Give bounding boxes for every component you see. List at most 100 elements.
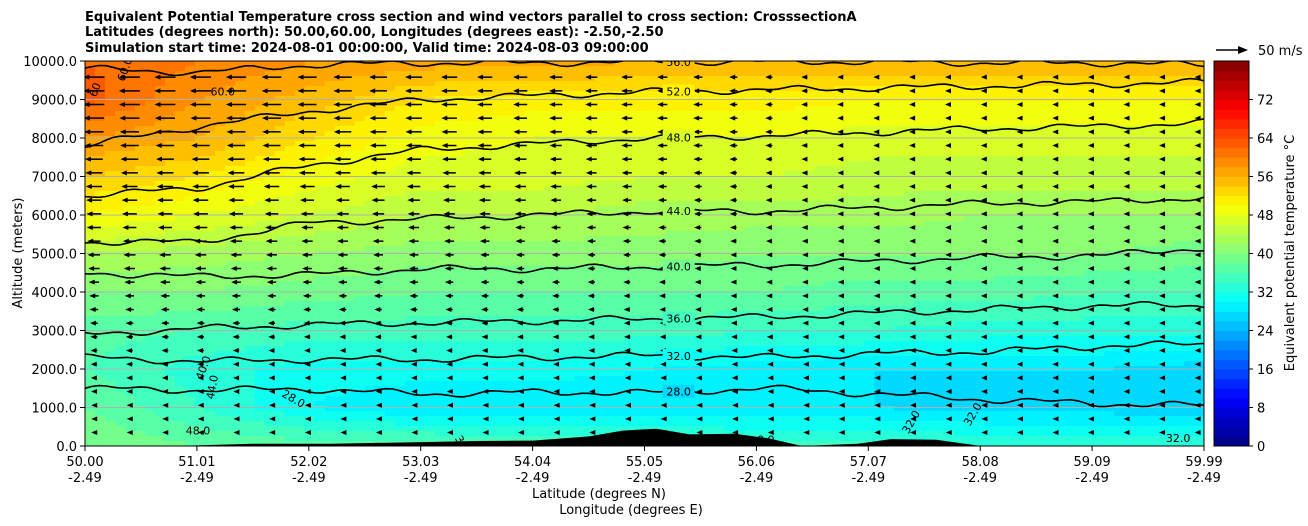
field-cell: [254, 201, 266, 207]
field-cell: [704, 271, 716, 277]
field-cell: [154, 81, 166, 87]
field-cell: [784, 136, 795, 142]
field-cell: [644, 196, 656, 202]
field-cell: [174, 121, 186, 127]
field-cell: [994, 201, 1005, 207]
field-cell: [514, 151, 526, 157]
field-cell: [974, 131, 985, 137]
field-cell: [774, 136, 785, 142]
field-cell: [834, 111, 845, 117]
field-cell: [474, 281, 486, 287]
field-cell: [174, 261, 186, 267]
field-cell: [724, 121, 736, 127]
field-cell: [314, 241, 326, 247]
field-cell: [814, 101, 825, 107]
field-cell: [524, 241, 536, 247]
field-cell: [204, 196, 216, 202]
field-cell: [804, 226, 815, 232]
field-cell: [414, 186, 426, 192]
field-cell: [744, 221, 755, 227]
field-cell: [104, 201, 116, 207]
field-cell: [684, 246, 696, 252]
field-cell: [314, 66, 326, 72]
field-cell: [674, 166, 686, 172]
field-cell: [1074, 131, 1085, 137]
field-cell: [1154, 191, 1165, 197]
field-cell: [404, 191, 416, 197]
field-cell: [134, 126, 146, 132]
field-cell: [1144, 126, 1155, 132]
field-cell: [1044, 261, 1055, 267]
field-cell: [914, 96, 925, 102]
field-cell: [1024, 196, 1035, 202]
field-cell: [424, 126, 436, 132]
field-cell: [1154, 101, 1165, 107]
field-cell: [344, 276, 356, 282]
field-cell: [534, 116, 546, 122]
field-cell: [104, 111, 116, 117]
field-cell: [524, 121, 536, 127]
field-cell: [1014, 151, 1025, 157]
field-cell: [134, 176, 146, 182]
field-cell: [704, 186, 716, 192]
field-cell: [154, 121, 166, 127]
field-cell: [874, 146, 885, 152]
field-cell: [1074, 171, 1085, 177]
field-cell: [124, 276, 136, 282]
field-cell: [814, 161, 825, 167]
field-cell: [784, 186, 795, 192]
field-cell: [264, 181, 276, 187]
field-cell: [294, 206, 306, 212]
field-cell: [1094, 61, 1105, 67]
field-cell: [784, 101, 795, 107]
field-cell: [104, 131, 116, 137]
field-cell: [614, 96, 626, 102]
field-cell: [234, 226, 246, 232]
field-cell: [1044, 191, 1055, 197]
field-cell: [214, 141, 226, 147]
field-cell: [1114, 71, 1125, 77]
field-cell: [1104, 146, 1115, 152]
field-cell: [304, 261, 316, 267]
field-cell: [1124, 201, 1135, 207]
field-cell: [174, 176, 186, 182]
field-cell: [284, 196, 296, 202]
field-cell: [1004, 91, 1015, 97]
field-cell: [354, 111, 366, 117]
field-cell: [684, 271, 696, 277]
field-cell: [854, 131, 865, 137]
field-cell: [474, 71, 486, 77]
field-cell: [384, 161, 396, 167]
field-cell: [804, 201, 815, 207]
field-cell: [384, 96, 396, 102]
field-cell: [1164, 256, 1175, 262]
field-cell: [1004, 161, 1015, 167]
field-cell: [764, 176, 775, 182]
field-cell: [1024, 171, 1035, 177]
field-cell: [254, 91, 266, 97]
field-cell: [1154, 181, 1165, 187]
field-cell: [954, 66, 965, 72]
field-cell: [184, 196, 196, 202]
field-cell: [894, 276, 905, 282]
field-cell: [764, 86, 775, 92]
field-cell: [374, 186, 386, 192]
field-cell: [284, 136, 296, 142]
field-cell: [594, 111, 606, 117]
field-cell: [804, 101, 815, 107]
field-cell: [654, 186, 666, 192]
field-cell: [244, 101, 256, 107]
field-cell: [484, 161, 496, 167]
field-cell: [734, 261, 746, 267]
field-cell: [394, 156, 406, 162]
field-cell: [554, 66, 566, 72]
title-line-2: Latitudes (degrees north): 50.00,60.00, …: [85, 25, 664, 40]
field-cell: [184, 266, 196, 272]
field-cell: [884, 86, 895, 92]
field-cell: [574, 261, 586, 267]
field-cell: [274, 276, 286, 282]
field-cell: [1114, 136, 1125, 142]
field-cell: [544, 171, 556, 177]
field-cell: [1134, 131, 1145, 137]
field-cell: [1064, 186, 1075, 192]
